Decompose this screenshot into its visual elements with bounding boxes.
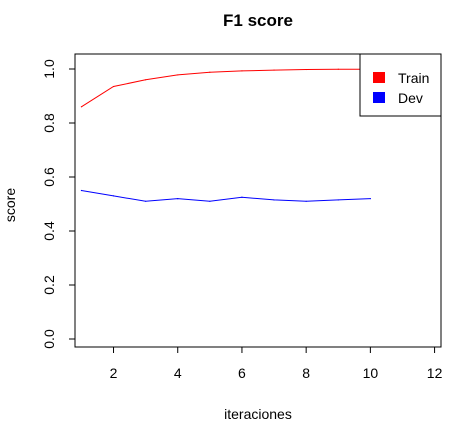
legend-swatch-dev bbox=[373, 92, 385, 103]
data-point-train bbox=[80, 106, 83, 108]
legend-swatch-train bbox=[373, 72, 385, 83]
series-layer bbox=[80, 68, 371, 202]
data-point-dev bbox=[337, 199, 339, 201]
data-point-dev bbox=[177, 198, 179, 200]
y-tick-label: 0.6 bbox=[41, 167, 57, 187]
data-point-dev bbox=[209, 200, 211, 202]
x-axis: 2 4 6 8 10 12 bbox=[110, 347, 443, 381]
y-tick-label: 0.4 bbox=[41, 221, 57, 241]
x-tick-label: 10 bbox=[363, 365, 379, 381]
data-point-train bbox=[273, 69, 275, 71]
chart-title: F1 score bbox=[223, 11, 293, 30]
data-point-train bbox=[112, 85, 115, 88]
data-point-train bbox=[337, 68, 339, 70]
data-point-dev bbox=[80, 189, 83, 192]
x-tick-label: 12 bbox=[427, 365, 443, 381]
y-axis-label: score bbox=[2, 188, 18, 222]
x-tick-label: 2 bbox=[110, 365, 118, 381]
legend-label-train: Train bbox=[398, 70, 429, 86]
x-tick-label: 8 bbox=[302, 365, 310, 381]
y-tick-label: 0.8 bbox=[41, 113, 57, 133]
data-point-dev bbox=[112, 195, 115, 197]
data-point-train bbox=[145, 79, 147, 81]
series-line-train bbox=[81, 68, 371, 108]
plot-frame bbox=[74, 53, 442, 348]
data-point-train bbox=[177, 74, 179, 76]
x-axis-label: iteraciones bbox=[224, 406, 292, 422]
data-point-dev bbox=[273, 199, 275, 201]
data-point-dev bbox=[369, 198, 371, 200]
x-tick-label: 6 bbox=[238, 365, 246, 381]
data-point-dev bbox=[241, 196, 243, 198]
legend: Train Dev bbox=[359, 53, 442, 117]
y-axis: 0.0 0.2 0.4 0.6 0.8 1.0 bbox=[41, 59, 75, 349]
data-point-train bbox=[241, 70, 243, 72]
y-tick-label: 0.2 bbox=[41, 275, 57, 295]
data-point-train bbox=[209, 71, 211, 73]
x-tick-label: 4 bbox=[174, 365, 182, 381]
y-tick-label: 1.0 bbox=[41, 59, 57, 79]
series-line-dev bbox=[81, 190, 371, 202]
data-point-dev bbox=[145, 200, 147, 202]
legend-box bbox=[359, 53, 442, 117]
legend-label-dev: Dev bbox=[398, 90, 423, 106]
data-point-dev bbox=[305, 200, 307, 202]
y-tick-label: 0.0 bbox=[41, 329, 57, 349]
data-point-train bbox=[305, 68, 307, 71]
